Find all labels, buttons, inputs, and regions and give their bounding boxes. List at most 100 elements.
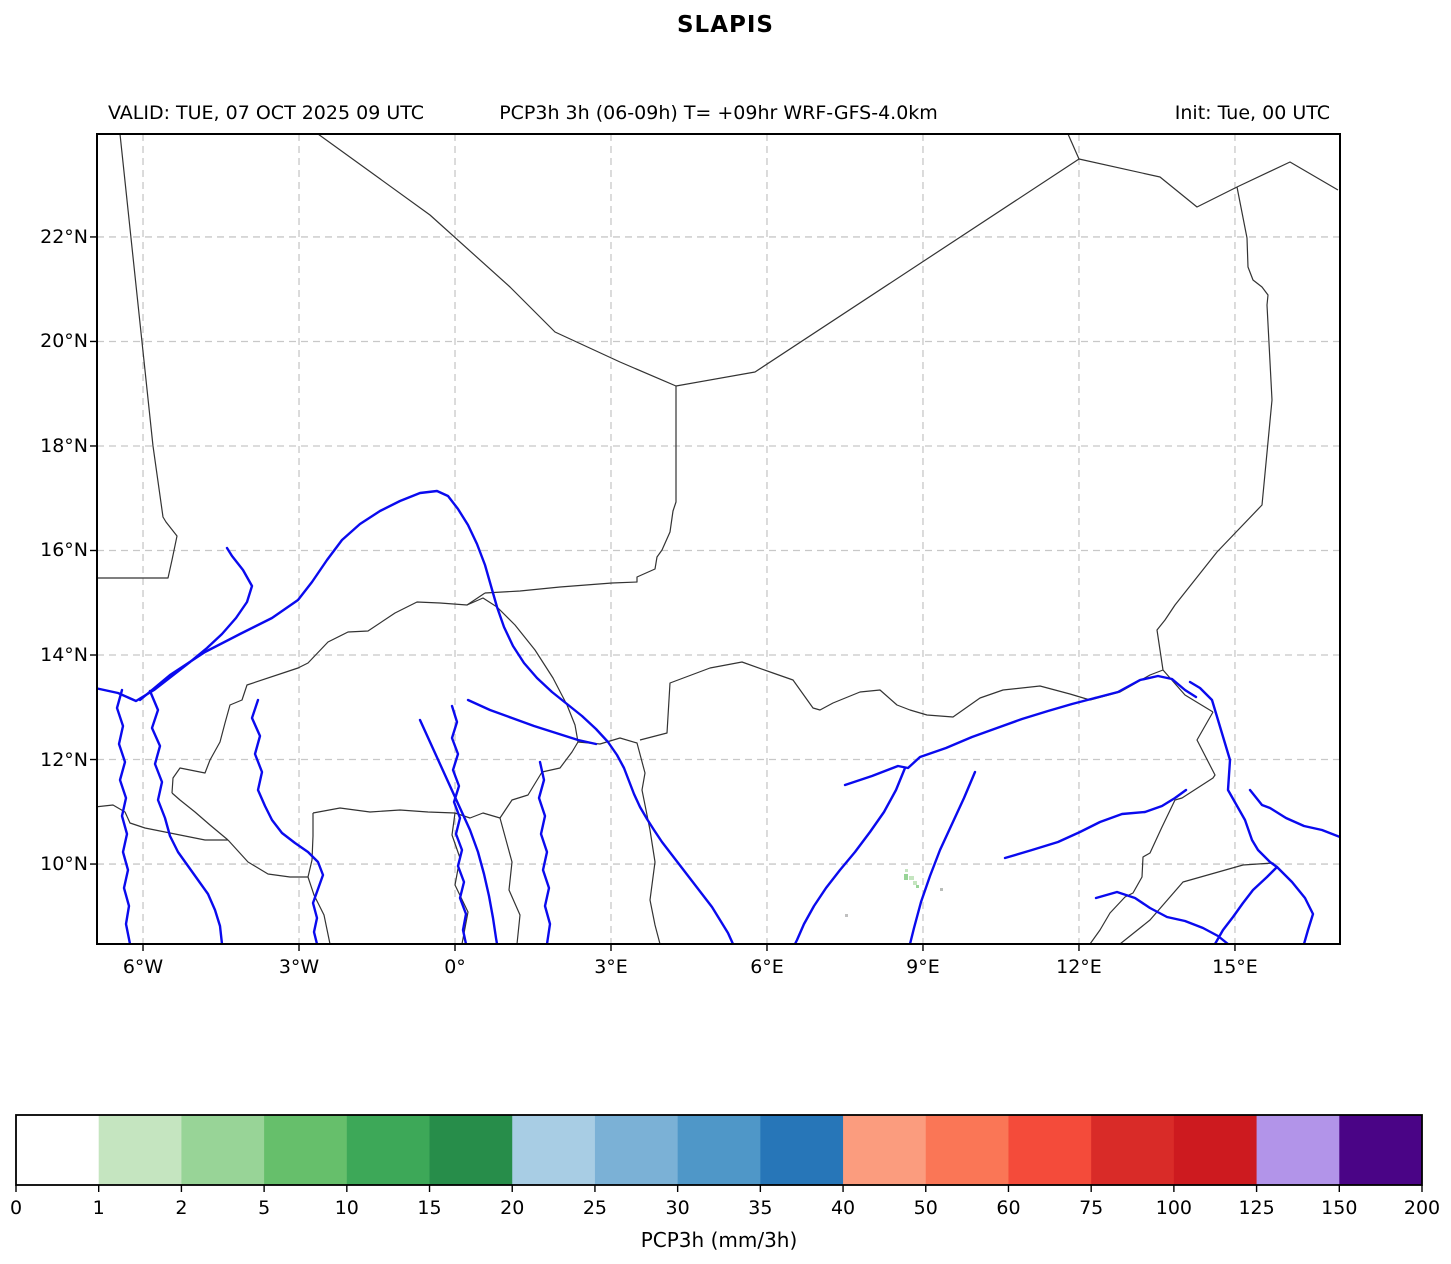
- colorbar-tick-label: 25: [582, 1197, 608, 1219]
- precip-cell: [909, 876, 914, 880]
- precip-cell: [904, 874, 908, 880]
- map-frame: [96, 133, 1341, 945]
- country-border-line: [312, 807, 456, 814]
- colorbar-segment: [1173, 1115, 1258, 1185]
- colorbar-segment: [843, 1115, 927, 1185]
- colorbar-tick-label: 50: [913, 1197, 938, 1219]
- precip-cell: [940, 888, 943, 891]
- colorbar-tick-label: 5: [258, 1197, 271, 1219]
- country-border-line: [499, 741, 579, 819]
- country-border-line: [1089, 711, 1216, 944]
- river-line: [1003, 788, 1188, 860]
- river-line: [466, 698, 598, 746]
- product-label: PCP3h 3h (06-09h) T= +09hr WRF-GFS-4.0km: [499, 102, 938, 124]
- country-border-line: [171, 592, 486, 794]
- colorbar-tick-label: 2: [175, 1197, 188, 1219]
- colorbar-segment: [181, 1115, 265, 1185]
- river-line: [250, 698, 325, 944]
- colorbar-tick-label: 10: [334, 1197, 359, 1219]
- init-time-label: Init: Tue, 00 UTC: [1174, 102, 1330, 124]
- valid-time-label: VALID: TUE, 07 OCT 2025 09 UTC: [108, 102, 424, 124]
- precip-cell: [905, 869, 908, 872]
- colorbar-segment: [1008, 1115, 1092, 1185]
- x-tick-label: 6°W: [122, 956, 164, 978]
- precip-cell: [916, 885, 919, 888]
- river-line: [115, 688, 132, 944]
- colorbar-segment: [1091, 1115, 1175, 1185]
- precip-cell: [913, 881, 917, 885]
- country-border-line: [307, 813, 331, 944]
- colorbar-tick-label: 60: [996, 1197, 1021, 1219]
- colorbar-segment: [264, 1115, 348, 1185]
- colorbar-tick-label: 150: [1321, 1197, 1358, 1219]
- country-border-line: [171, 792, 229, 841]
- x-tick-label: 12°E: [1056, 956, 1102, 978]
- colorbar-tick-label: 200: [1403, 1197, 1441, 1219]
- country-border-line: [577, 737, 661, 944]
- country-border-line: [451, 812, 469, 944]
- colorbar-axis-label: PCP3h (mm/3h): [640, 1228, 798, 1252]
- country-border-line: [98, 134, 178, 579]
- country-border-line: [1236, 161, 1339, 191]
- colorbar-tick-label: 15: [417, 1197, 442, 1219]
- colorbar-segment: [429, 1115, 513, 1185]
- river-line: [1248, 788, 1340, 839]
- river-line: [1275, 865, 1315, 944]
- country-border-line: [675, 158, 1080, 387]
- y-tick-label: 16°N: [40, 539, 88, 562]
- colorbar-tick-label: 75: [1079, 1197, 1104, 1219]
- colorbar-tick-label: 40: [830, 1197, 856, 1219]
- colorbar-tick-label: 100: [1155, 1197, 1193, 1219]
- river-line: [418, 718, 499, 944]
- colorbar-tick-label: 20: [500, 1197, 525, 1219]
- colorbar-segment: [512, 1115, 596, 1185]
- x-tick-label: 9°E: [906, 956, 940, 978]
- river-line: [1188, 680, 1279, 944]
- colorbar-frame: [15, 1114, 1423, 1186]
- x-tick-label: 0°: [444, 956, 466, 978]
- colorbar-segment: [346, 1115, 431, 1185]
- page-title: SLAPIS: [676, 12, 774, 38]
- colorbar-tick-label: 1: [92, 1197, 105, 1219]
- country-border-line: [466, 597, 579, 743]
- x-tick-label: 6°E: [750, 956, 784, 978]
- map-content-layer: [97, 134, 1340, 944]
- colorbar-tick-label: 125: [1238, 1197, 1275, 1219]
- colorbar-segment: [594, 1115, 679, 1185]
- y-tick-label: 22°N: [40, 225, 88, 248]
- river-line: [537, 760, 552, 944]
- river-line: [450, 704, 468, 944]
- country-border-line: [317, 134, 677, 387]
- y-tick-label: 18°N: [40, 434, 88, 457]
- colorbar-segment: [1339, 1115, 1423, 1185]
- y-tick-label: 10°N: [40, 853, 88, 876]
- river-line: [97, 546, 254, 703]
- river-line: [908, 770, 977, 944]
- river-line: [793, 766, 907, 944]
- y-tick-label: 12°N: [40, 748, 88, 771]
- country-border-line: [1156, 186, 1273, 671]
- colorbar-segment: [925, 1115, 1009, 1185]
- river-line: [1093, 674, 1198, 700]
- x-tick-label: 3°E: [594, 956, 628, 978]
- river-line: [148, 689, 224, 944]
- y-tick-label: 20°N: [40, 330, 88, 353]
- colorbar-tick-label: 30: [665, 1197, 690, 1219]
- colorbar-tick-label: 0: [9, 1197, 23, 1219]
- colorbar-segment: [1256, 1115, 1340, 1185]
- river-line: [138, 489, 735, 944]
- x-tick-label: 15°E: [1212, 956, 1258, 978]
- country-border-line: [1067, 134, 1080, 160]
- colorbar-segment: [677, 1115, 761, 1185]
- colorbar-tick-label: 35: [748, 1197, 773, 1219]
- river-line: [1094, 890, 1230, 944]
- colorbar-segment: [16, 1115, 100, 1185]
- y-tick-label: 14°N: [40, 644, 88, 666]
- country-border-line: [639, 661, 1164, 741]
- colorbar-segment: [98, 1115, 182, 1185]
- colorbar-segment: [760, 1115, 844, 1185]
- country-border-line: [499, 817, 521, 944]
- river-line: [843, 696, 1097, 787]
